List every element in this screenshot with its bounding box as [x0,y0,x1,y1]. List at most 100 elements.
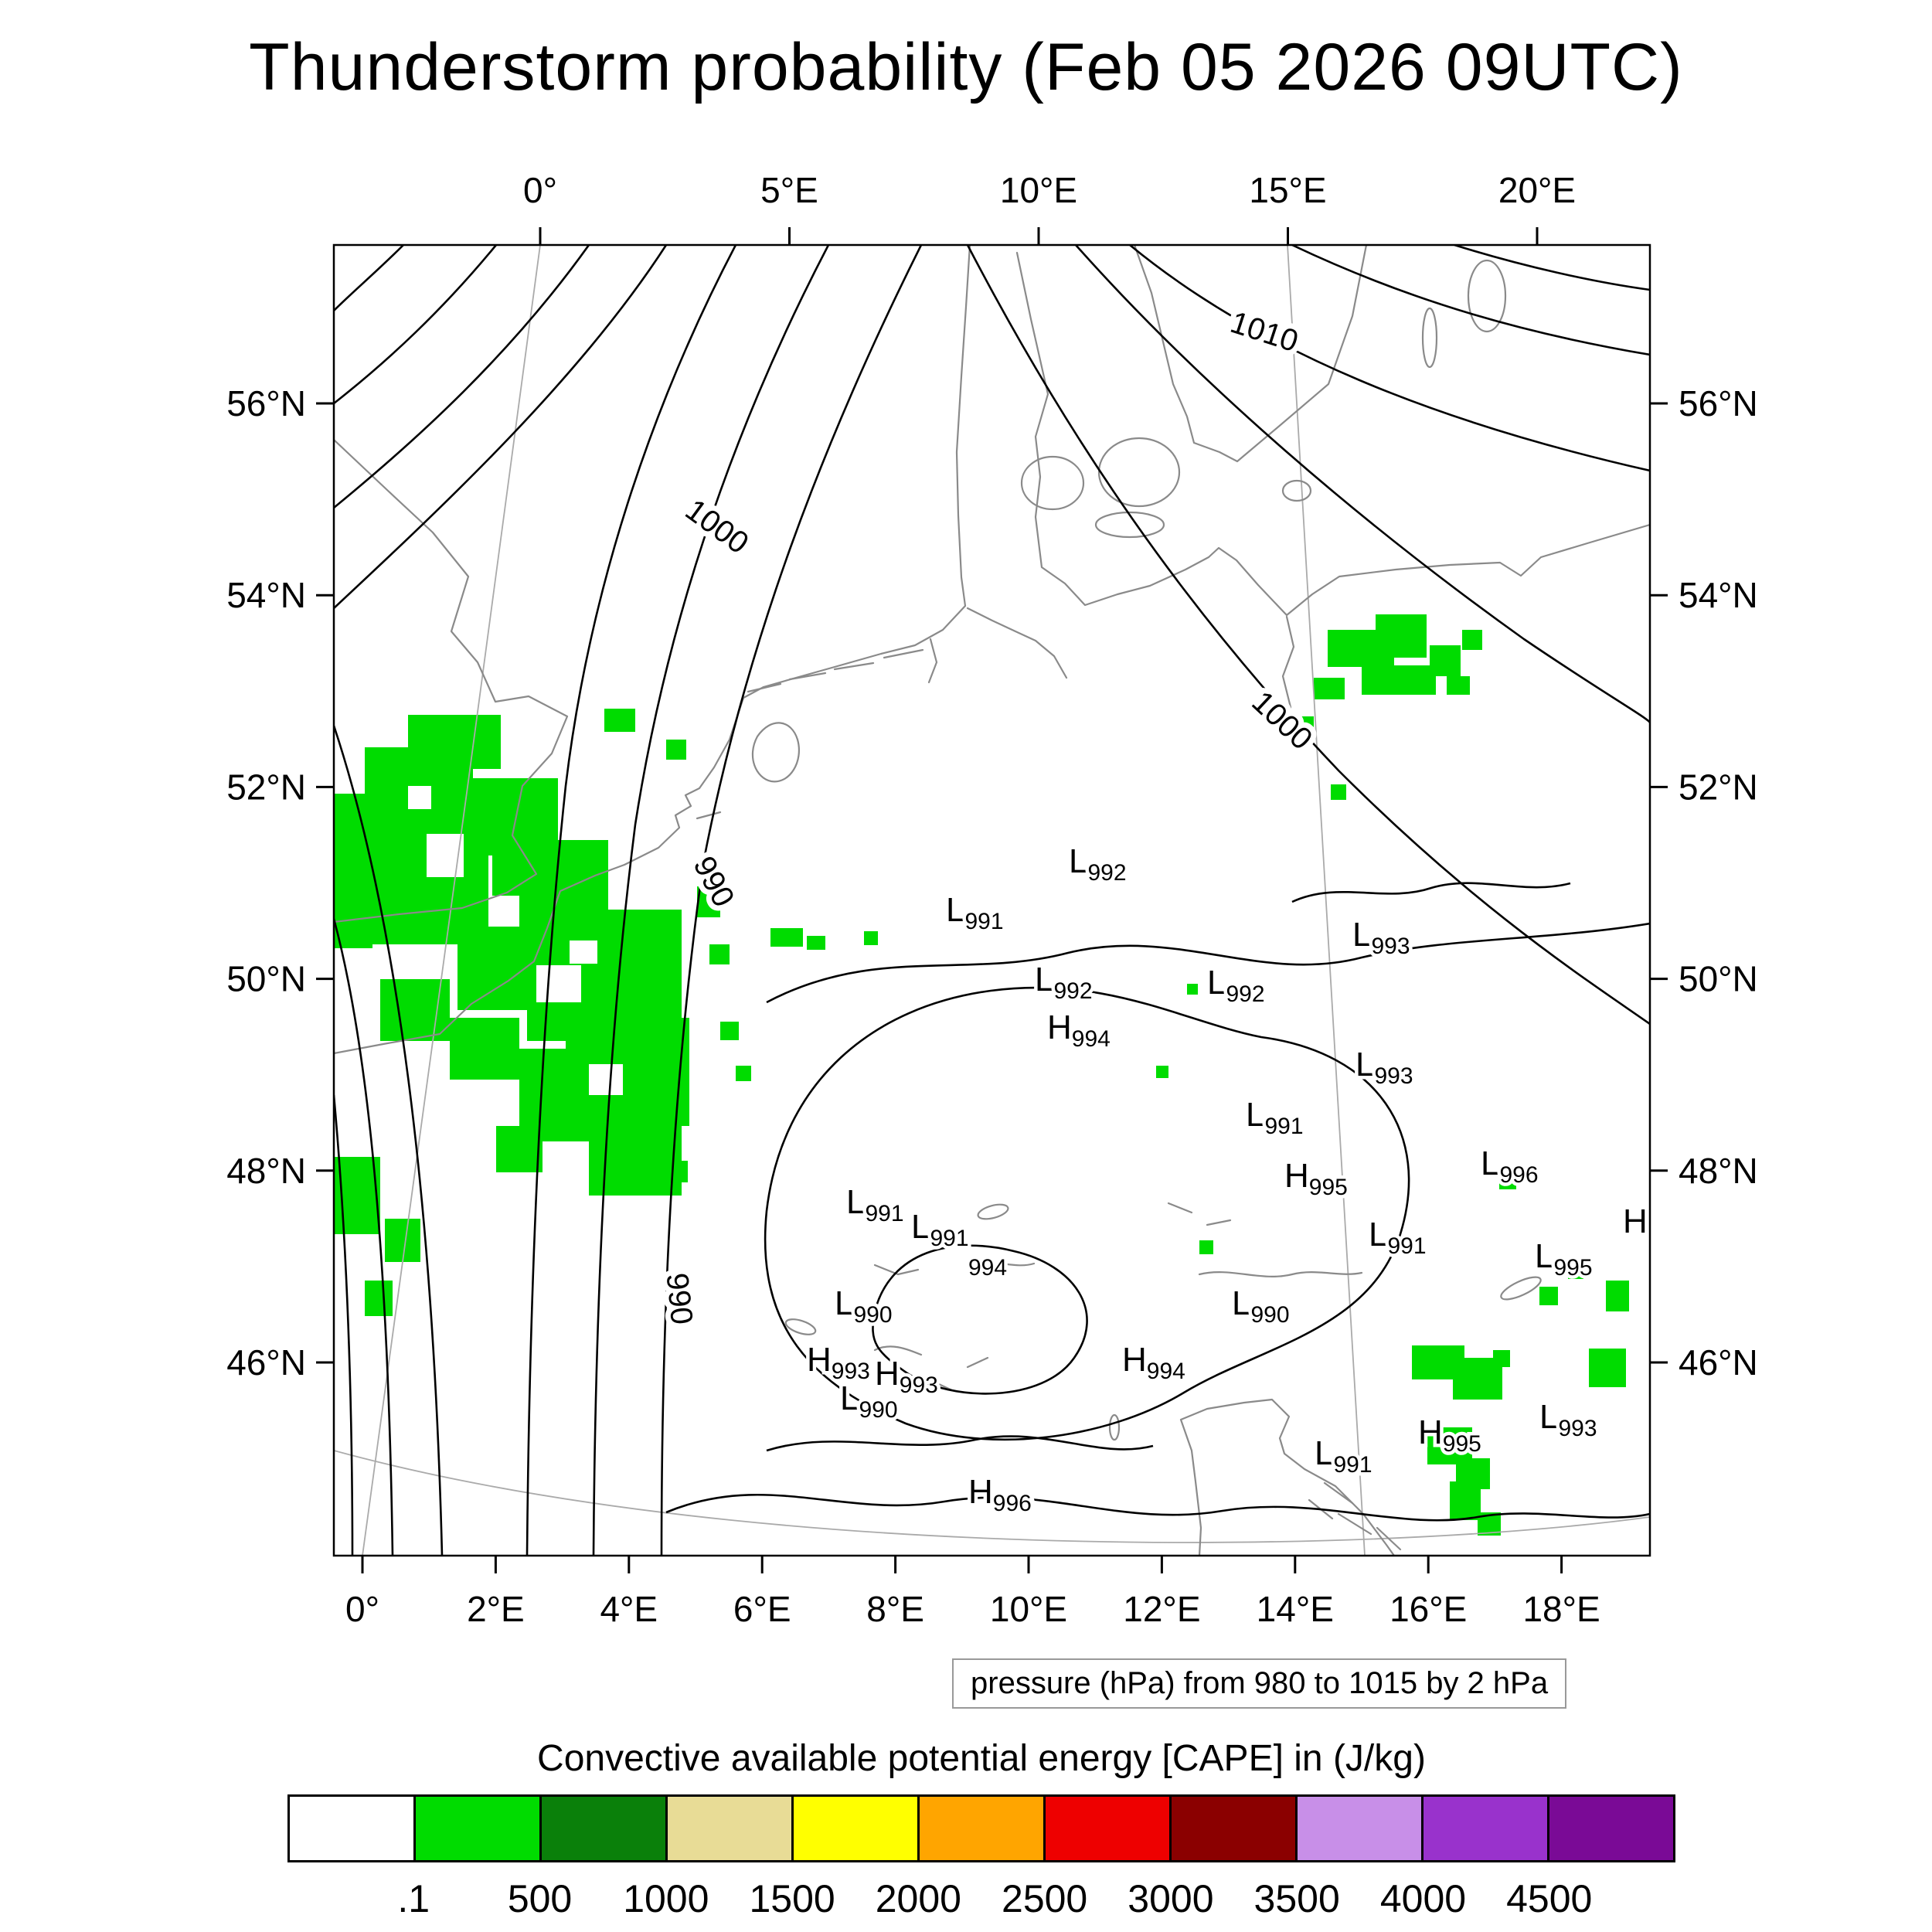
axis-label-top: 15°E [1249,170,1326,210]
pressure-center-label: H995 [1418,1413,1481,1457]
isobar [334,1094,354,1556]
isobar [665,1494,1650,1522]
coast-adriatic [1179,1398,1396,1556]
pressure-center-label: L993 [1539,1398,1597,1441]
croatian-islands [1308,1481,1402,1551]
pressure-center-label: L992 [1207,964,1265,1007]
island-lolland [1094,511,1165,539]
river-danube [969,1261,1363,1277]
pressure-center-label: L991 [846,1183,904,1226]
cape-hole [488,896,519,927]
axis-label-top: 5°E [760,170,818,210]
cape-patch [666,1161,688,1182]
isobar [334,725,444,1556]
meridian-15E [1287,245,1366,1556]
island-oland [1421,307,1438,369]
cape-patch [1298,716,1314,732]
axis-label-bottom: 12°E [1123,1589,1200,1629]
axis-ticks [316,227,1668,1573]
axis-label-left: 56°N [226,383,306,423]
cape-color-segment [920,1797,1046,1860]
cape-colorbar-label: .1 [397,1877,430,1920]
cape-hole [408,786,431,809]
cape-patch [450,1018,519,1080]
coast-northsea [334,245,971,1055]
cape-colorbar-label: 4000 [1379,1877,1467,1920]
axis-label-right: 50°N [1679,959,1758,999]
lake-garda [1108,1413,1121,1441]
cape-color-segment [668,1797,794,1860]
lake-constance [977,1203,1009,1220]
pressure-center-label: H994 [1047,1009,1111,1052]
alpine-rivers [873,1202,1232,1392]
isobar [334,245,498,405]
cape-patch [1314,678,1345,699]
cape-shading [334,614,1629,1536]
isobar-closed-992 [764,986,1410,1441]
pressure-center-label: H [1623,1202,1648,1240]
isobar-closed-990 [872,1244,1088,1395]
river-elbe [966,607,1068,679]
map-frame [332,243,1651,1557]
cape-patch [1606,1281,1629,1311]
cape-patch [807,936,825,950]
axis-label-right: 48°N [1679,1151,1758,1191]
axis-label-bottom: 6°E [733,1589,791,1629]
isobar-1000 [592,245,830,1556]
coast-england [334,438,569,923]
cape-color-segment [1046,1797,1172,1860]
cape-color-segment [542,1797,668,1860]
axis-label-right: 52°N [1679,767,1758,807]
cape-patch [1430,645,1461,676]
cape-patch [1376,614,1427,658]
pressure-center-label: L991 [946,891,1004,934]
axis-label-top: 0° [523,170,557,210]
axis-label-bottom: 10°E [990,1589,1067,1629]
pressure-center-label: L991 [1246,1096,1304,1139]
isobar [334,245,590,509]
cape-patch [496,1126,543,1172]
isobar [334,918,394,1556]
cape-colorbar-label: 2000 [875,1877,961,1920]
isobar [1075,245,1650,723]
cape-hole [589,1064,623,1095]
cape-patch [604,709,635,732]
island-funen [1020,455,1085,511]
coast-sweden [1133,245,1368,463]
pressure-center-label: H994 [1122,1341,1185,1384]
cape-patch [1187,984,1198,995]
cape-color-segment [416,1797,542,1860]
isobar-value-label: 1000 [1245,685,1318,757]
cape-patch [1331,784,1346,800]
cape-colorbar-labels: .1 500 1000 1500 2000 2500 3000 3500 4000 4500 [0,1876,1932,1926]
pressure-center-label: L991 [1369,1216,1427,1259]
isobar [334,245,668,609]
pressure-center-label: L990 [1232,1284,1290,1328]
pressure-center-label: L995 [1535,1237,1593,1281]
lake-ijsselmeer [751,722,800,783]
axis-label-right: 46°N [1679,1342,1758,1383]
island-bornholm [1281,479,1312,502]
cape-patch [1156,1066,1168,1078]
cape-patch [1539,1287,1558,1305]
pressure-center-label: L991 [911,1208,969,1251]
isobar-value-label: 990 [660,1271,699,1326]
cape-patch [1499,1172,1516,1189]
isobar [334,245,404,311]
axis-label-left: 46°N [226,1342,306,1383]
lake-geneva [784,1318,817,1335]
pressure-center-label: L990 [835,1284,893,1328]
pressure-center-label: H995 [1284,1157,1348,1200]
cape-patch [864,931,878,945]
isobar [526,245,737,1556]
axis-label-top: 20°E [1498,170,1576,210]
cape-color-segment [1423,1797,1549,1860]
pressure-center-label: L993 [1352,916,1410,959]
cape-hole [536,965,581,1002]
cape-color-segment [1549,1797,1673,1860]
axis-label-bottom: 4°E [600,1589,658,1629]
isobar [1291,882,1571,903]
